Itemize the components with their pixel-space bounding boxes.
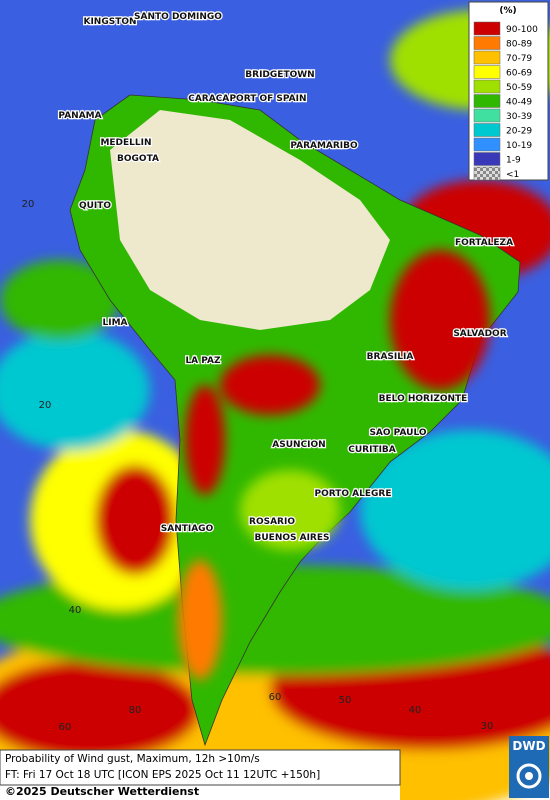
city-label: SANTO DOMINGO	[134, 12, 222, 22]
legend-label: 80-89	[506, 40, 532, 50]
grid-labels: 20 20 40 80 60 50 40 30 60	[22, 199, 494, 733]
city-label: BRIDGETOWN	[245, 70, 314, 80]
city-label: BRASILIA	[367, 352, 414, 362]
legend-label: 1-9	[506, 156, 521, 166]
legend-swatch	[473, 108, 501, 123]
city-label: PORTO ALEGRE	[314, 489, 391, 499]
legend-swatch	[473, 94, 501, 108]
city-label: MEDELLIN	[100, 138, 151, 148]
city-label: LA PAZ	[185, 356, 221, 366]
grid-label: 50	[339, 695, 352, 706]
city-label: BELO HORIZONTE	[379, 394, 468, 404]
legend-swatch	[473, 21, 501, 36]
city-label: KINGSTON	[83, 17, 136, 27]
legend-swatch	[473, 79, 501, 94]
city-label: LIMA	[102, 318, 127, 328]
legend-swatch	[473, 152, 501, 166]
legend-label: 90-100	[506, 25, 538, 35]
legend-label: 70-79	[506, 54, 532, 64]
caption-line: Probability of Wind gust, Maximum, 12h >…	[5, 753, 260, 765]
grid-label: 40	[409, 705, 422, 716]
grid-label: 80	[129, 705, 142, 716]
city-label: PORT OF SPAIN	[229, 94, 306, 104]
legend-label: 60-69	[506, 69, 532, 79]
city-label: FORTALEZA	[455, 238, 513, 248]
city-label: CURITIBA	[348, 445, 396, 455]
logo: DWD	[509, 736, 549, 798]
legend-label: 10-19	[506, 141, 532, 151]
grid-label: 60	[59, 722, 72, 733]
legend-swatch	[473, 137, 501, 152]
legend-label: 40-49	[506, 98, 532, 108]
caption: Probability of Wind gust, Maximum, 12h >…	[0, 749, 401, 800]
legend-swatch	[473, 166, 501, 181]
legend-swatch	[473, 36, 501, 50]
legend-label: 20-29	[506, 127, 532, 137]
logo-text: DWD	[512, 739, 545, 753]
city-label: BOGOTA	[117, 154, 159, 164]
city-label: QUITO	[79, 201, 111, 211]
legend-title: (%)	[499, 6, 516, 16]
legend-swatch	[473, 50, 501, 65]
caption-line: FT: Fri 17 Oct 18 UTC [ICON EPS 2025 Oct…	[5, 769, 320, 781]
legend-label: <1	[506, 170, 519, 180]
grid-label: 30	[481, 721, 494, 732]
legend: (%) 90-100 80-89 70-79 60-69 50-59 40-49 30-39…	[468, 1, 549, 181]
legend-label: 50-59	[506, 83, 532, 93]
city-label: SALVADOR	[453, 329, 506, 339]
legend-swatch	[473, 123, 501, 137]
city-label: PARAMARIBO	[290, 141, 358, 151]
city-label: PANAMA	[58, 111, 101, 121]
grid-label: 40	[69, 605, 82, 616]
city-label: SANTIAGO	[161, 524, 214, 534]
grid-label: 20	[39, 400, 52, 411]
copyright: ©2025 Deutscher Wetterdienst	[5, 785, 199, 798]
city-label: ROSARIO	[249, 517, 295, 527]
city-label: ASUNCION	[272, 440, 325, 450]
grid-label: 60	[269, 692, 282, 703]
legend-swatch	[473, 65, 501, 79]
legend-label: 30-39	[506, 112, 532, 122]
city-label: CARACAS	[188, 94, 236, 104]
city-label: SAO PAULO	[369, 428, 426, 438]
grid-label: 20	[22, 199, 35, 210]
city-label: BUENOS AIRES	[255, 533, 330, 543]
